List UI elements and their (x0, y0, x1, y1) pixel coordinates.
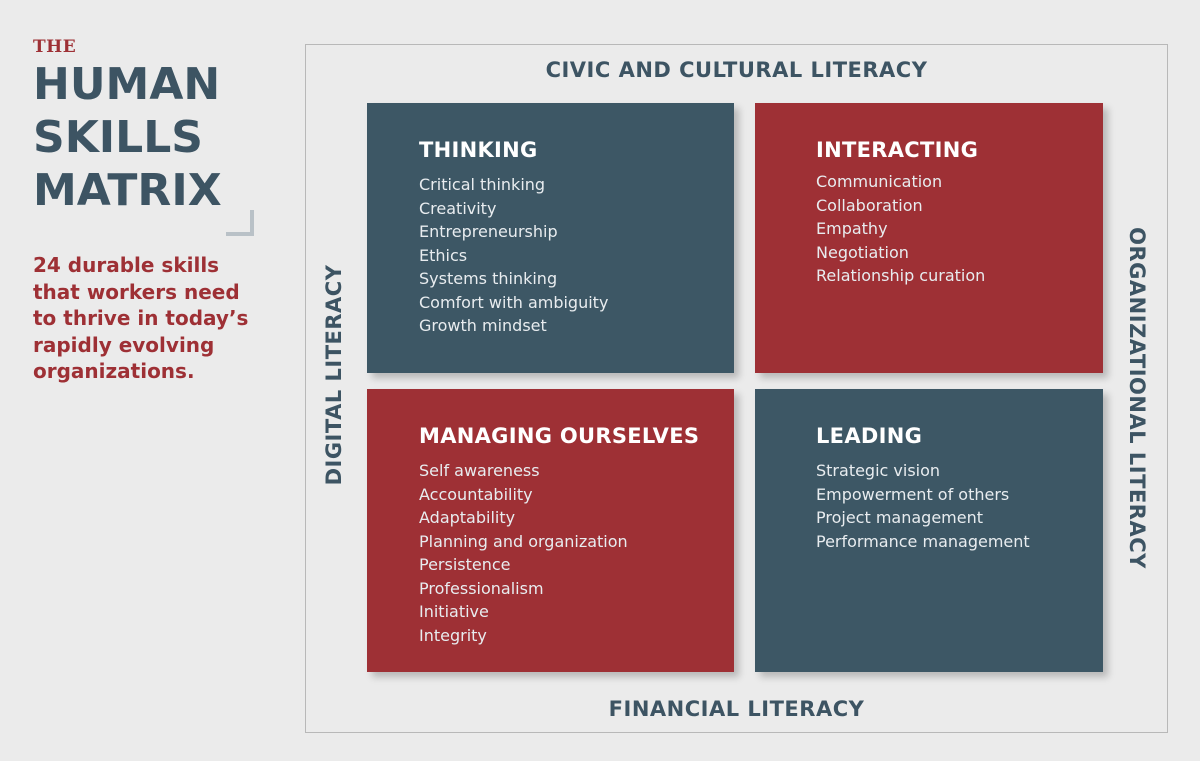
skill-item: Empathy (816, 219, 888, 238)
skill-item: Performance management (816, 531, 1030, 551)
skill-item: Relationship curation (816, 266, 986, 285)
subtitle-line: that workers need (33, 279, 240, 304)
skill-item: Planning and organization (419, 531, 628, 551)
skill-item: Project management (816, 508, 984, 527)
literacy-label-right: ORGANIZATIONAL LITERACY (1125, 227, 1149, 569)
title-line: MATRIX (33, 165, 222, 216)
skill-item: Growth mindset (419, 316, 547, 335)
subtitle-line: rapidly evolving (33, 332, 215, 357)
literacy-label-left: DIGITAL LITERACY (322, 264, 346, 486)
skill-item: Systems thinking (419, 269, 558, 288)
skill-list: Critical thinking Creativity Entrepreneu… (419, 173, 734, 338)
skill-item: Initiative (419, 602, 489, 621)
skill-item: Creativity (419, 198, 497, 218)
skill-item: Self awareness (419, 461, 540, 480)
quadrant-interacting: INTERACTING Communication Collaboration … (755, 103, 1103, 373)
skill-list: Strategic vision Empowerment of others P… (816, 459, 1103, 553)
skill-item: Persistence (419, 555, 511, 574)
skill-item: Strategic vision (816, 461, 941, 480)
literacy-label-top: CIVIC AND CULTURAL LITERACY (545, 58, 928, 82)
skill-item: Collaboration (816, 195, 923, 215)
subtitle-line: to thrive in today’s (33, 306, 249, 330)
quadrant-title: LEADING (816, 424, 923, 448)
quadrant-managing-ourselves: MANAGING OURSELVES Self awareness Accoun… (367, 389, 734, 672)
title-line: SKILLS (33, 112, 203, 163)
skill-item: Adaptability (419, 508, 516, 527)
literacy-label-bottom: FINANCIAL LITERACY (608, 697, 865, 721)
skill-item: Ethics (419, 245, 468, 265)
quadrant-title: INTERACTING (816, 138, 979, 162)
title-line: HUMAN (33, 59, 221, 110)
matrix-frame (305, 44, 1168, 733)
quadrant-title: THINKING (419, 138, 538, 162)
quadrant-leading: LEADING Strategic vision Empowerment of … (755, 389, 1103, 672)
quadrant-title: MANAGING OURSELVES (419, 424, 700, 448)
skill-item: Comfort with ambiguity (419, 292, 609, 312)
subtitle: 24 durable skills that workers need to t… (33, 252, 263, 385)
corner-bracket-decoration (226, 210, 254, 236)
skill-list: Self awareness Accountability Adaptabili… (419, 459, 734, 647)
subtitle-line: organizations. (33, 359, 195, 383)
skill-item: Communication (816, 172, 943, 191)
title-prefix: THE (33, 37, 77, 57)
subtitle-line: 24 durable skills (33, 253, 220, 277)
skill-item: Negotiation (816, 242, 909, 262)
page-title: HUMAN SKILLS MATRIX (33, 58, 222, 217)
skill-list: Communication Collaboration Empathy Nego… (816, 170, 1103, 288)
skill-item: Entrepreneurship (419, 222, 558, 241)
skill-item: Accountability (419, 484, 533, 504)
skill-item: Empowerment of others (816, 484, 1010, 504)
quadrant-thinking: THINKING Critical thinking Creativity En… (367, 103, 734, 373)
skill-item: Integrity (419, 625, 487, 645)
skill-item: Critical thinking (419, 175, 546, 194)
skill-item: Professionalism (419, 578, 544, 598)
